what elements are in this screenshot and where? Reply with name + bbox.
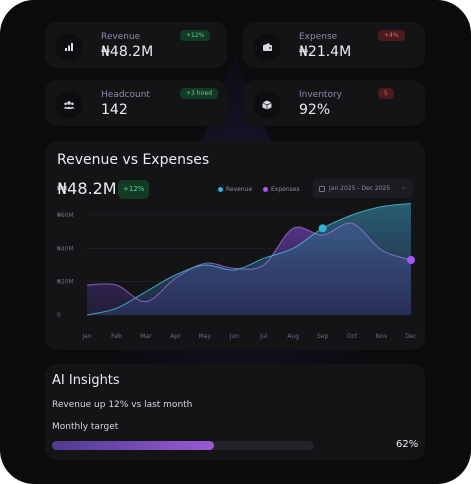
ai-insight-text: Revenue up 12% vs last month xyxy=(52,400,193,410)
kpi-value: 142 xyxy=(101,102,128,118)
kpi-label: Headcount xyxy=(101,90,150,100)
date-range-select[interactable]: Jan 2025 - Dec 2025 ⌄ xyxy=(313,179,413,198)
monthly-target-percent: 62% xyxy=(396,439,419,450)
x-tick-label: Jul xyxy=(259,333,268,340)
legend-label: Revenue xyxy=(226,186,253,193)
revenue-line xyxy=(86,202,412,316)
kpi-card-revenue[interactable]: Revenue ₦48.2M +12% xyxy=(45,22,227,68)
legend-item-revenue[interactable]: Revenue xyxy=(218,186,252,193)
kpi-card-expense[interactable]: Expense ₦21.4M +4% xyxy=(243,22,425,68)
box-icon xyxy=(253,91,281,119)
chart-title: Revenue vs Expenses xyxy=(57,152,210,168)
x-tick-label: May xyxy=(199,333,212,340)
kpi-badge: +4% xyxy=(378,30,405,41)
expenses-marker xyxy=(407,256,415,264)
kpi-value: ₦21.4M xyxy=(299,44,352,60)
kpi-badge: +12% xyxy=(180,30,211,41)
x-tick-label: Nov xyxy=(376,333,388,340)
x-tick-label: Dec xyxy=(405,333,417,340)
wallet-icon xyxy=(253,33,281,61)
x-tick-label: Apr xyxy=(170,333,181,340)
kpi-card-headcount[interactable]: Headcount 142 +3 hired xyxy=(45,80,227,126)
chart-bars-icon xyxy=(55,33,83,61)
legend-label: Expenses xyxy=(271,186,300,193)
y-tick-label: ₦20M xyxy=(57,279,74,286)
x-tick-label: Sep xyxy=(317,333,329,340)
ai-insights-card: AI Insights Revenue up 12% vs last month… xyxy=(45,364,425,460)
users-icon xyxy=(55,91,83,119)
x-tick-label: Jan xyxy=(81,333,91,340)
y-tick-label: 0 xyxy=(57,312,61,319)
revenue-expenses-chart: 0 ₦20M ₦40M ₦60M Jan Feb Mar Apr May Jun Jul Aug Sep… xyxy=(57,202,417,340)
x-tick-label: Feb xyxy=(111,333,122,340)
revenue-area xyxy=(87,203,411,315)
kpi-card-inventory[interactable]: Inventory 92% 5 xyxy=(243,80,425,126)
kpi-badge: +3 hired xyxy=(180,88,219,99)
kpi-label: Expense xyxy=(299,32,338,42)
x-tick-label: Jun xyxy=(229,333,240,340)
x-tick-label: Oct xyxy=(347,333,358,340)
y-tick-label: ₦60M xyxy=(57,212,74,219)
kpi-label: Inventory xyxy=(299,90,342,100)
chart-total-value: ₦48.2M xyxy=(57,179,117,198)
monthly-target-progress xyxy=(52,441,314,450)
chart-card: Revenue vs Expenses ₦48.2M +12% Revenue … xyxy=(45,141,425,350)
x-tick-label: Aug xyxy=(287,333,299,340)
x-tick-label: Mar xyxy=(140,333,152,340)
calendar-icon xyxy=(319,185,325,192)
progress-fill xyxy=(52,441,215,450)
legend-dot xyxy=(263,187,268,192)
monthly-target-label: Monthly target xyxy=(52,422,119,432)
revenue-marker xyxy=(318,224,327,233)
kpi-badge: 5 xyxy=(378,88,394,99)
kpi-label: Revenue xyxy=(101,32,141,42)
chart-change-badge: +12% xyxy=(118,180,150,199)
kpi-value: 92% xyxy=(299,102,331,118)
date-range-label: Jan 2025 - Dec 2025 xyxy=(329,185,391,192)
chevron-down-icon: ⌄ xyxy=(400,184,406,191)
legend-item-expenses[interactable]: Expenses xyxy=(263,186,300,193)
legend-dot xyxy=(218,187,223,192)
y-tick-label: ₦40M xyxy=(57,245,74,252)
ai-insights-title: AI Insights xyxy=(52,373,120,388)
expenses-line xyxy=(86,222,412,303)
kpi-value: ₦48.2M xyxy=(101,44,154,60)
